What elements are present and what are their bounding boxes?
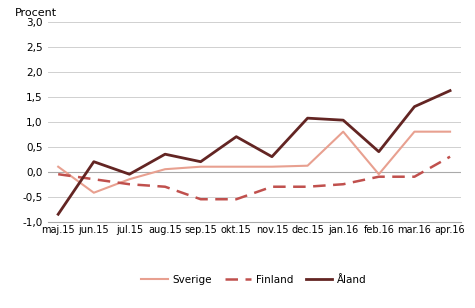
Legend: Sverige, Finland, Åland: Sverige, Finland, Åland [137, 271, 371, 290]
Text: Procent: Procent [14, 8, 57, 18]
